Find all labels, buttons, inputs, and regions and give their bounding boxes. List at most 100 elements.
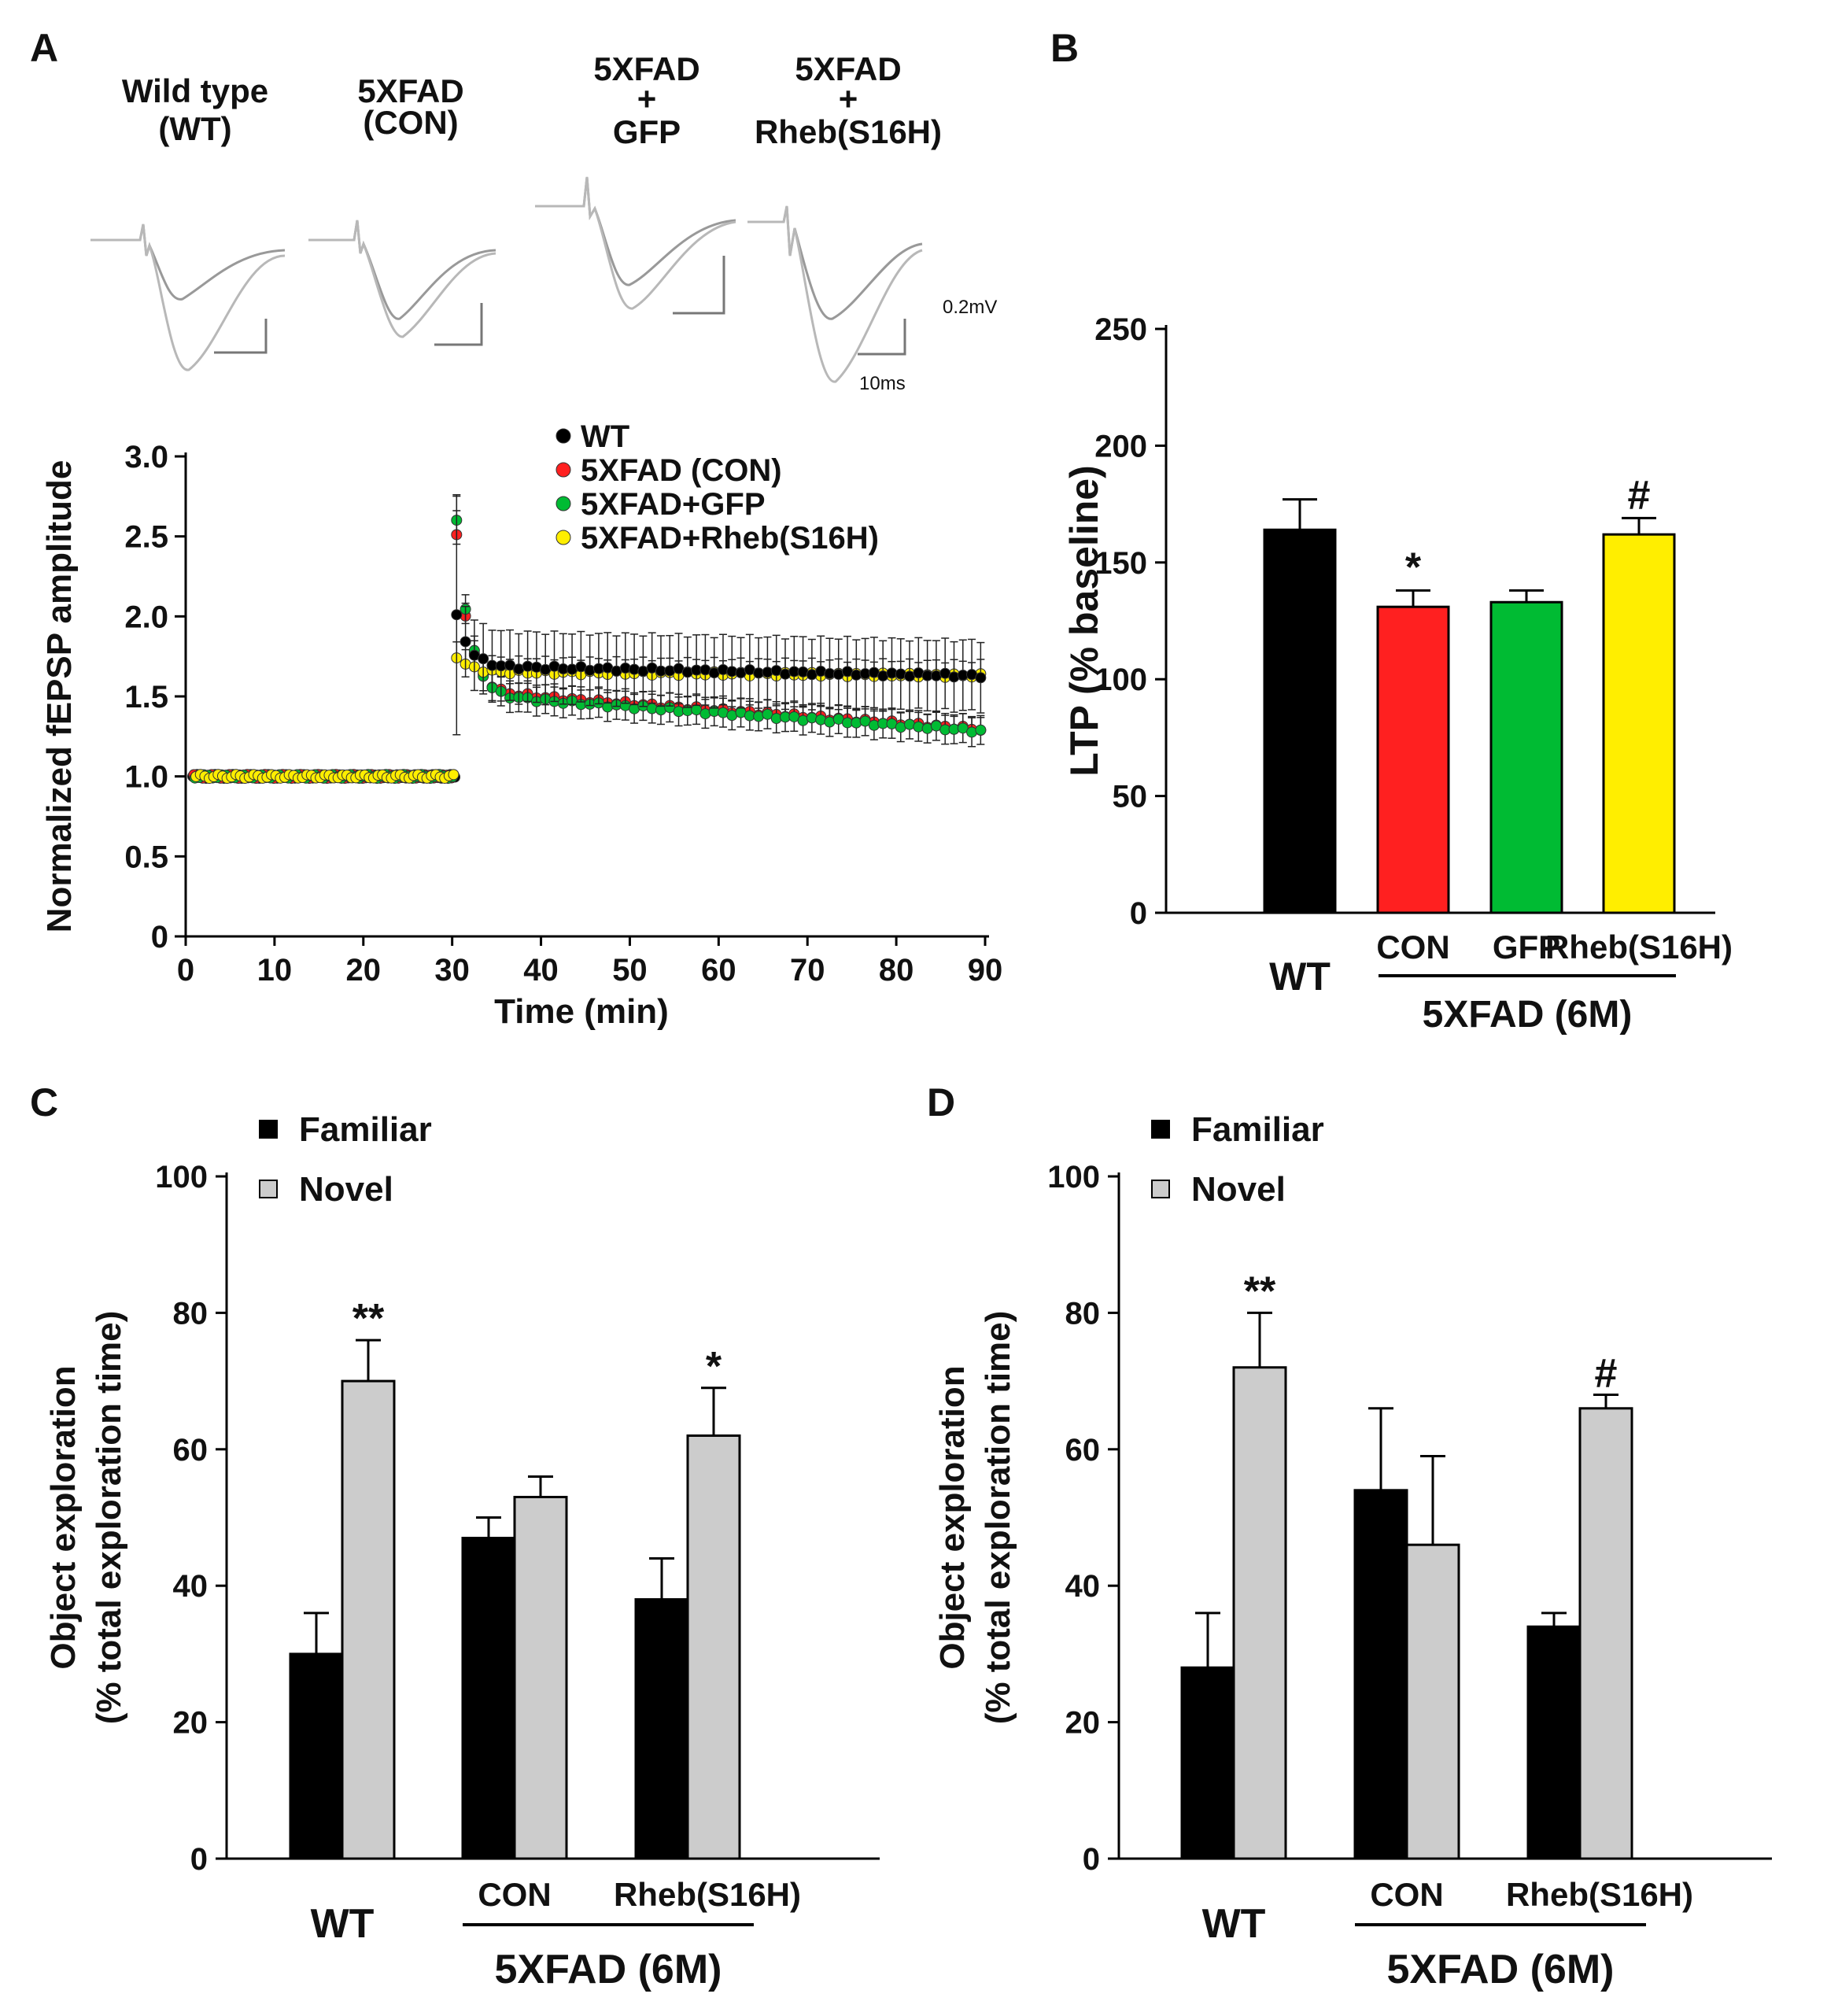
panel-label-d: D bbox=[927, 1080, 955, 1124]
c-bar-novel bbox=[513, 1495, 568, 1860]
a-legend-label: 5XFAD (CON) bbox=[581, 453, 782, 488]
b-category-label: WT bbox=[1269, 954, 1331, 999]
a-point-0 bbox=[478, 653, 489, 665]
b-category-label: Rheb(S16H) bbox=[1545, 929, 1733, 966]
b-y-axis-title: LTP (% baseline) bbox=[1062, 465, 1106, 776]
d-bar-novel bbox=[1405, 1543, 1460, 1860]
a-point-0 bbox=[762, 666, 773, 678]
d-y-tick-label: 40 bbox=[1065, 1569, 1101, 1604]
chart-b-ltp-bars: 0 50 100 150 200 250 LTP (% baseline) * # WT CON GF… bbox=[1062, 312, 1733, 1036]
a-point-2 bbox=[868, 719, 880, 731]
a-legend-label: 5XFAD+Rheb(S16H) bbox=[581, 521, 879, 556]
d-y-axis-title: Object exploration bbox=[933, 1365, 972, 1669]
c-category-label: CON bbox=[478, 1876, 551, 1913]
trace-rheb-post bbox=[747, 205, 923, 383]
a-point-0 bbox=[584, 664, 596, 676]
d-group-label: 5XFAD (6M) bbox=[1387, 1947, 1615, 1992]
a-point-0 bbox=[948, 671, 960, 683]
a-point-0 bbox=[975, 672, 987, 684]
d-bar-novel bbox=[1232, 1366, 1287, 1860]
c-bar-familiar bbox=[634, 1598, 689, 1860]
b-bar-3 bbox=[1602, 533, 1676, 914]
a-x-tick-label: 90 bbox=[968, 953, 1003, 988]
d-y-tick-label: 20 bbox=[1065, 1706, 1101, 1741]
d-bar-familiar bbox=[1180, 1666, 1235, 1860]
a-x-tick-label: 60 bbox=[701, 953, 736, 988]
d-legend-label: Familiar bbox=[1191, 1110, 1324, 1149]
trace-label-rheb-1: 5XFAD bbox=[795, 50, 901, 87]
c-y-tick-label: 80 bbox=[173, 1296, 209, 1331]
a-x-tick-label: 80 bbox=[879, 953, 914, 988]
scale-bar-wt bbox=[214, 319, 268, 354]
c-y-tick-label: 100 bbox=[155, 1160, 208, 1194]
trace-label-wt-1: Wild type bbox=[122, 72, 268, 109]
a-x-tick-label: 30 bbox=[434, 953, 470, 988]
a-point-2 bbox=[762, 708, 773, 720]
d-significance: # bbox=[1595, 1350, 1618, 1396]
a-point-2 bbox=[806, 712, 818, 724]
d-bar-familiar bbox=[1353, 1489, 1408, 1860]
trace-gfp-pre bbox=[535, 176, 736, 286]
c-y-tick-label: 0 bbox=[190, 1842, 208, 1877]
chart-d-object-exploration: 0 20 40 60 80 100 Object exploration (% total e… bbox=[933, 1110, 1772, 1992]
a-x-axis-title: Time (min) bbox=[494, 992, 669, 1031]
b-y-tick-label: 200 bbox=[1094, 429, 1147, 463]
a-x-tick-label: 20 bbox=[346, 953, 382, 988]
trace-label-con-2: (CON) bbox=[363, 104, 458, 141]
scale-voltage-label: 0.2mV bbox=[943, 297, 997, 318]
c-y-tick-label: 40 bbox=[173, 1569, 209, 1604]
b-y-tick-label: 100 bbox=[1094, 663, 1147, 697]
b-group-label: 5XFAD (6M) bbox=[1423, 994, 1633, 1036]
a-point-0 bbox=[629, 663, 640, 675]
scale-bar-con bbox=[434, 303, 483, 346]
trace-group-rheb bbox=[747, 205, 923, 383]
b-significance: # bbox=[1628, 472, 1651, 518]
d-y-tick-label: 80 bbox=[1065, 1296, 1101, 1331]
trace-labels: Wild type (WT) 5XFAD (CON) 5XFAD + GFP 5… bbox=[122, 50, 942, 150]
c-legend-label: Familiar bbox=[299, 1110, 432, 1149]
a-x-tick-label: 70 bbox=[790, 953, 825, 988]
a-legend-label: 5XFAD+GFP bbox=[581, 487, 766, 522]
d-y-tick-label: 100 bbox=[1047, 1160, 1100, 1194]
b-bar-2 bbox=[1489, 600, 1563, 914]
b-category-label: CON bbox=[1376, 929, 1449, 966]
a-point-2 bbox=[957, 722, 969, 734]
c-group-label: 5XFAD (6M) bbox=[495, 1947, 722, 1992]
c-y-tick-label: 20 bbox=[173, 1706, 209, 1741]
a-point-2 bbox=[913, 721, 925, 733]
c-y-axis-title: Object exploration bbox=[44, 1365, 83, 1669]
c-significance: * bbox=[706, 1344, 722, 1390]
trace-wt-pre bbox=[90, 223, 286, 301]
b-y-tick-label: 50 bbox=[1113, 780, 1148, 814]
d-legend-swatch bbox=[1151, 1180, 1170, 1198]
d-significance: ** bbox=[1244, 1268, 1276, 1314]
trace-group-con bbox=[308, 220, 496, 346]
b-y-tick-label: 0 bbox=[1130, 896, 1147, 931]
panel-label-a: A bbox=[30, 26, 58, 70]
panel-label-b: B bbox=[1050, 26, 1079, 70]
trace-group-wt bbox=[90, 223, 286, 371]
a-y-tick-label: 1.0 bbox=[124, 760, 168, 795]
c-y-tick-label: 60 bbox=[173, 1433, 209, 1468]
scale-time-label: 10ms bbox=[859, 373, 906, 394]
c-category-label: Rheb(S16H) bbox=[614, 1876, 801, 1913]
a-point-0 bbox=[451, 609, 463, 621]
scale-bar-rheb bbox=[858, 319, 906, 356]
a-legend-marker bbox=[555, 462, 571, 478]
c-bar-familiar bbox=[289, 1652, 344, 1860]
a-y-axis-title: Normalized fEPSP amplitude bbox=[40, 460, 79, 933]
panel-label-c: C bbox=[30, 1080, 58, 1124]
a-point-2 bbox=[975, 724, 987, 736]
trace-wt-post bbox=[90, 223, 286, 371]
c-y-axis-title-2: (% total exploration time) bbox=[90, 1311, 128, 1725]
d-y-tick-label: 0 bbox=[1083, 1842, 1100, 1877]
c-bar-novel bbox=[686, 1434, 741, 1860]
a-legend-label: WT bbox=[581, 419, 629, 454]
d-y-axis-title-2: (% total exploration time) bbox=[979, 1311, 1017, 1725]
d-bar-familiar bbox=[1526, 1625, 1582, 1860]
b-bar-0 bbox=[1263, 528, 1337, 914]
trace-con-pre bbox=[308, 220, 496, 320]
c-bar-novel bbox=[341, 1379, 396, 1860]
trace-con-post bbox=[308, 220, 496, 338]
